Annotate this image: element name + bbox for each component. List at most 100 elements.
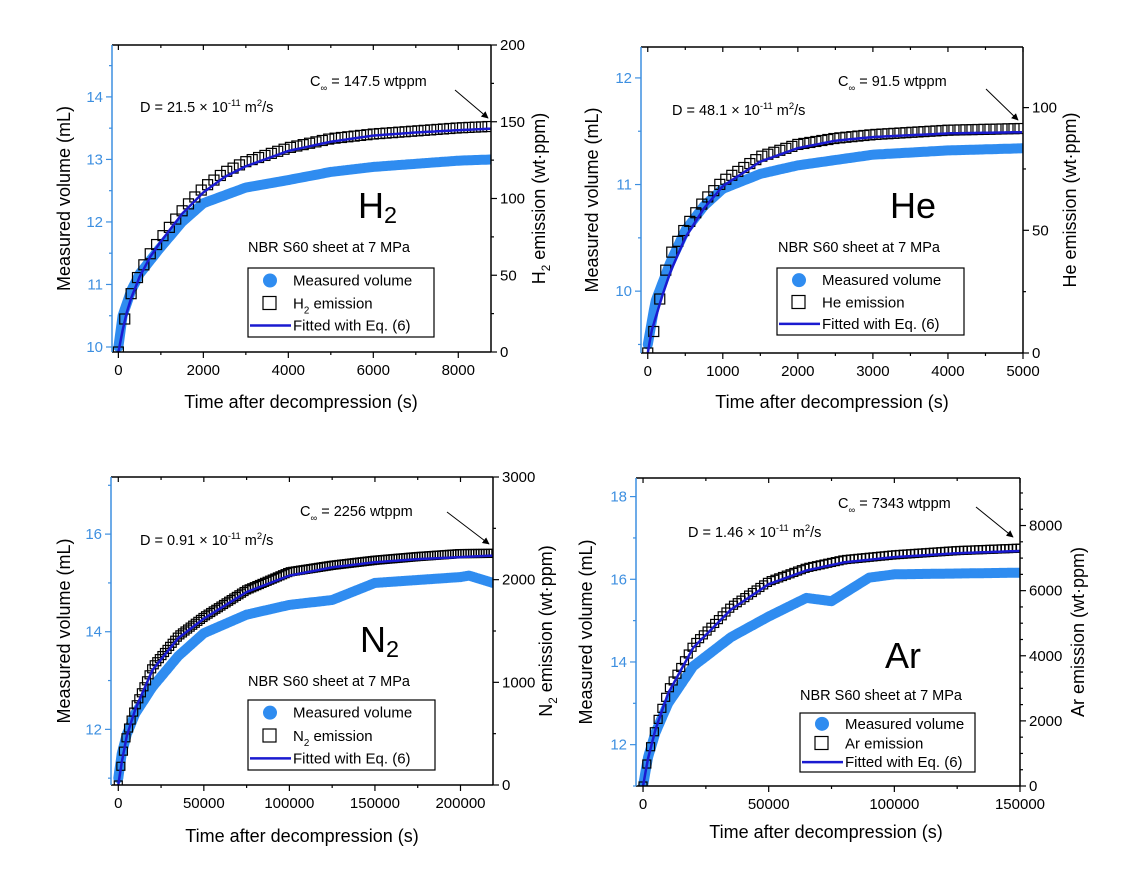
left-y-tick-label: 18 bbox=[610, 489, 627, 506]
measured-volume-point bbox=[382, 161, 391, 170]
text-part: -11 bbox=[228, 530, 241, 541]
text-part: H bbox=[529, 271, 549, 284]
text-part: He bbox=[1060, 265, 1080, 288]
measured-volume-point bbox=[394, 161, 403, 170]
text-part: emission bbox=[309, 728, 372, 745]
text-part: C bbox=[838, 496, 848, 512]
emission-point bbox=[380, 127, 392, 139]
annotation-arrow bbox=[975, 506, 1014, 538]
right-y-tick-label: 150 bbox=[500, 114, 525, 131]
left-y-tick-label: 14 bbox=[610, 654, 627, 671]
legend-fit-label: Fitted with Eq. (6) bbox=[845, 754, 963, 771]
measured-volume-point bbox=[369, 162, 378, 171]
text-part: D = 0.91 × 10 bbox=[140, 533, 228, 549]
measured-volume-point bbox=[880, 571, 889, 580]
measured-volume-point bbox=[819, 596, 828, 605]
emission-point bbox=[437, 123, 450, 135]
emission-point bbox=[828, 132, 840, 145]
x-tick-label: 4000 bbox=[931, 363, 964, 380]
measured-volume-point bbox=[811, 158, 820, 167]
right-y-tick-label: 0 bbox=[1029, 778, 1037, 795]
measured-volume-point bbox=[775, 165, 784, 174]
right-y-tick-label: 2000 bbox=[502, 572, 535, 589]
text-part: C bbox=[838, 74, 848, 90]
left-y-tick-label: 14 bbox=[85, 624, 102, 641]
measured-volume-point bbox=[865, 573, 874, 582]
text-part: emission (wt·ppm) bbox=[1060, 112, 1080, 264]
emission-point bbox=[996, 123, 1008, 135]
panel-n2: 0 50000 100000 150000 200000 12 14 16 0 1000 2000 3… bbox=[54, 469, 560, 846]
legend-measured-marker bbox=[815, 716, 829, 731]
measured-volume-point bbox=[847, 153, 856, 162]
text-part: m bbox=[241, 533, 257, 549]
measured-volume-point bbox=[857, 578, 866, 587]
text-part: -11 bbox=[228, 97, 241, 108]
left-y-tick-label: 10 bbox=[615, 283, 632, 300]
fit-line bbox=[646, 130, 1022, 353]
legend-measured-marker bbox=[263, 705, 277, 720]
sample-subtitle: NBR S60 sheet at 7 MPa bbox=[800, 688, 963, 704]
emission-point bbox=[354, 129, 367, 142]
measured-volume-point bbox=[727, 181, 736, 190]
emission-point bbox=[291, 140, 303, 152]
right-y-tick-label: 3000 bbox=[502, 469, 535, 486]
text-part: 2 bbox=[540, 265, 553, 272]
emission-point bbox=[852, 130, 864, 142]
measured-volume-point bbox=[1015, 144, 1023, 153]
text-part: /s bbox=[262, 533, 273, 549]
diffusivity-annotation: D = 0.91 × 10-11 m2/s bbox=[140, 530, 273, 549]
measured-volume-point bbox=[331, 167, 340, 176]
emission-point bbox=[1008, 123, 1020, 135]
measured-volume-point bbox=[842, 587, 851, 596]
c-infinity-annotation: C∞ = 7343 wtppm bbox=[838, 496, 951, 515]
text-part: N bbox=[360, 619, 386, 660]
text-part: ∞ bbox=[310, 512, 317, 523]
x-tick-label: 0 bbox=[639, 796, 647, 813]
emission-point bbox=[1015, 543, 1020, 553]
x-tick-label: 2000 bbox=[781, 363, 814, 380]
measured-volume-point bbox=[165, 662, 174, 671]
text-part: 2 bbox=[384, 202, 397, 228]
emission-point bbox=[1014, 122, 1023, 135]
emission-point bbox=[942, 124, 954, 136]
emission-point bbox=[393, 126, 405, 138]
emission-point bbox=[316, 134, 328, 147]
left-y-tick-label: 16 bbox=[610, 571, 627, 588]
x-tick-label: 5000 bbox=[1006, 363, 1039, 380]
text-part: ∞ bbox=[848, 504, 855, 515]
legend-measured-marker bbox=[263, 273, 277, 288]
right-y-tick-label: 50 bbox=[500, 267, 517, 284]
fit-line bbox=[641, 549, 1020, 786]
legend-measured-label: Measured volume bbox=[293, 273, 412, 290]
measured-volume-point bbox=[1003, 144, 1012, 153]
fit-line bbox=[117, 554, 493, 785]
measured-volume-point bbox=[229, 188, 238, 197]
text-part: = 91.5 wtppm bbox=[855, 74, 946, 90]
emission-point bbox=[412, 125, 424, 137]
left-y-tick-label: 12 bbox=[86, 214, 103, 231]
emission-point bbox=[810, 135, 822, 148]
emission-point bbox=[323, 133, 335, 145]
measured-volume-point bbox=[827, 597, 836, 606]
left-y-tick-label: 14 bbox=[86, 89, 103, 106]
c-infinity-annotation: C∞ = 91.5 wtppm bbox=[838, 74, 947, 93]
emission-point bbox=[666, 246, 678, 258]
emission-point bbox=[272, 145, 284, 157]
measured-volume-point bbox=[797, 596, 806, 605]
measured-volume-point bbox=[160, 668, 169, 677]
left-y-tick-label: 11 bbox=[87, 276, 103, 293]
right-y-tick-label: 200 bbox=[500, 37, 525, 54]
x-tick-label: 4000 bbox=[272, 362, 305, 379]
emission-point bbox=[834, 132, 846, 144]
gas-label: He bbox=[890, 185, 936, 226]
x-tick-label: 0 bbox=[644, 363, 652, 380]
panel-he: 0 1000 2000 3000 4000 5000 10 11 12 0 50 100 Time af… bbox=[582, 46, 1080, 412]
emission-point bbox=[284, 141, 297, 153]
legend-emission-marker bbox=[262, 728, 277, 743]
text-part: C bbox=[310, 74, 320, 90]
measured-volume-point bbox=[835, 155, 844, 164]
measured-volume-point bbox=[356, 164, 365, 173]
measured-volume-point bbox=[859, 151, 868, 160]
legend-measured-label: Measured volume bbox=[845, 716, 964, 733]
text-part: Ar bbox=[845, 736, 860, 753]
